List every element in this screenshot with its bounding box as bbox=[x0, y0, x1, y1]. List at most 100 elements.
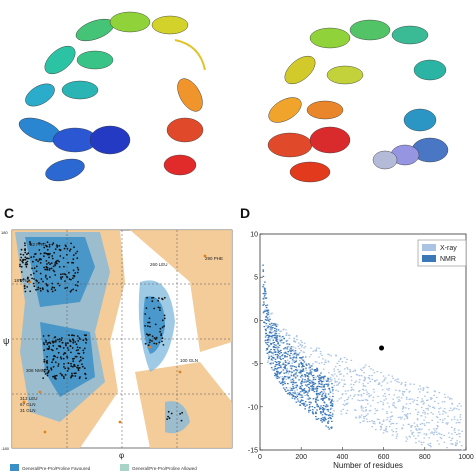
residue-point bbox=[31, 277, 33, 280]
data-point-xray bbox=[315, 347, 318, 349]
residue-point bbox=[40, 278, 43, 280]
residue-point bbox=[59, 372, 62, 375]
residue-point bbox=[76, 335, 79, 337]
data-point-xray bbox=[290, 370, 293, 373]
data-point-xray bbox=[354, 369, 356, 371]
data-point-xray bbox=[373, 421, 376, 423]
data-point-nmr bbox=[269, 331, 271, 334]
residue-point bbox=[71, 261, 73, 264]
data-point-xray bbox=[459, 422, 461, 424]
data-point-nmr bbox=[266, 339, 269, 341]
data-point-xray bbox=[376, 371, 379, 373]
residue-point bbox=[46, 372, 49, 375]
residue-point bbox=[45, 265, 48, 268]
data-point-xray bbox=[422, 441, 425, 443]
residue-point bbox=[48, 243, 51, 246]
data-point-nmr bbox=[273, 344, 276, 346]
data-point-nmr bbox=[317, 418, 320, 420]
data-point-nmr bbox=[312, 374, 315, 376]
residue-point bbox=[170, 412, 173, 415]
data-point-nmr bbox=[295, 361, 297, 363]
data-point-xray bbox=[372, 422, 375, 424]
data-point-xray bbox=[382, 404, 384, 406]
data-point-xray bbox=[416, 429, 418, 431]
data-point-nmr bbox=[317, 381, 320, 383]
data-point-nmr bbox=[288, 394, 291, 396]
data-point-xray bbox=[286, 367, 288, 369]
data-point-xray bbox=[436, 396, 438, 399]
data-point-nmr bbox=[326, 409, 328, 411]
data-point-nmr bbox=[318, 382, 321, 384]
data-point-nmr bbox=[275, 328, 278, 330]
data-point-xray bbox=[460, 405, 462, 407]
data-point-xray bbox=[337, 390, 339, 392]
residue-point bbox=[52, 358, 55, 360]
data-point-xray bbox=[430, 397, 432, 399]
data-point-xray bbox=[386, 388, 388, 390]
data-point-xray bbox=[266, 318, 269, 320]
residue-point bbox=[151, 340, 153, 342]
residue-point bbox=[57, 282, 59, 285]
data-point-nmr bbox=[308, 373, 310, 375]
residue-point bbox=[29, 243, 31, 245]
data-point-xray bbox=[405, 414, 408, 416]
data-point-xray bbox=[449, 398, 451, 400]
data-point-xray bbox=[429, 432, 432, 434]
residue-point bbox=[54, 248, 57, 251]
residue-point bbox=[64, 280, 66, 282]
data-point-xray bbox=[416, 425, 419, 427]
data-point-xray bbox=[383, 379, 386, 381]
data-point-nmr bbox=[262, 284, 265, 286]
data-point-xray bbox=[333, 400, 335, 402]
data-point-nmr bbox=[288, 391, 291, 394]
data-point-xray bbox=[364, 378, 366, 380]
residue-point bbox=[77, 369, 80, 372]
data-point-xray bbox=[455, 408, 458, 410]
data-point-xray bbox=[272, 331, 275, 333]
data-point-xray bbox=[265, 328, 268, 330]
residue-point bbox=[45, 341, 47, 343]
data-point-nmr bbox=[319, 380, 322, 382]
data-point-xray bbox=[355, 409, 357, 411]
data-point-xray bbox=[331, 379, 333, 381]
data-point-xray bbox=[328, 372, 330, 374]
data-point-nmr bbox=[301, 394, 303, 396]
data-point-nmr bbox=[274, 365, 276, 367]
data-point-xray bbox=[360, 414, 363, 416]
data-point-xray bbox=[301, 358, 303, 360]
data-point-xray bbox=[447, 432, 450, 434]
data-point-nmr bbox=[265, 342, 267, 344]
data-point-xray bbox=[285, 375, 288, 378]
data-point-nmr bbox=[323, 385, 325, 387]
data-point-nmr bbox=[304, 384, 307, 386]
data-point-xray bbox=[381, 381, 384, 383]
data-point-nmr bbox=[290, 389, 292, 391]
data-point-nmr bbox=[308, 407, 310, 409]
data-point-xray bbox=[422, 412, 424, 414]
residue-point bbox=[71, 334, 74, 336]
data-point-xray bbox=[385, 428, 387, 431]
data-point-xray bbox=[448, 410, 451, 412]
data-point-xray bbox=[393, 394, 395, 396]
data-point-xray bbox=[378, 418, 380, 421]
data-point-nmr bbox=[293, 352, 296, 354]
residue-point bbox=[58, 284, 61, 287]
data-point-xray bbox=[359, 416, 362, 418]
data-point-xray bbox=[433, 434, 435, 436]
data-point-xray bbox=[420, 406, 423, 408]
residue-point bbox=[42, 377, 45, 379]
residue-point bbox=[45, 252, 48, 255]
data-point-xray bbox=[440, 437, 443, 440]
data-point-xray bbox=[329, 378, 331, 380]
data-point-nmr bbox=[292, 388, 295, 390]
residue-point bbox=[66, 347, 69, 349]
data-point-xray bbox=[424, 411, 426, 413]
data-point-nmr bbox=[296, 370, 298, 372]
data-point-nmr bbox=[323, 408, 326, 410]
residue-point bbox=[46, 278, 48, 280]
data-point-xray bbox=[360, 395, 363, 397]
data-point-xray bbox=[379, 421, 381, 423]
data-point-nmr bbox=[329, 412, 332, 414]
data-point-xray bbox=[368, 396, 371, 398]
x-axis-ticks: 0 200 400 600 800 1000 bbox=[258, 447, 474, 461]
